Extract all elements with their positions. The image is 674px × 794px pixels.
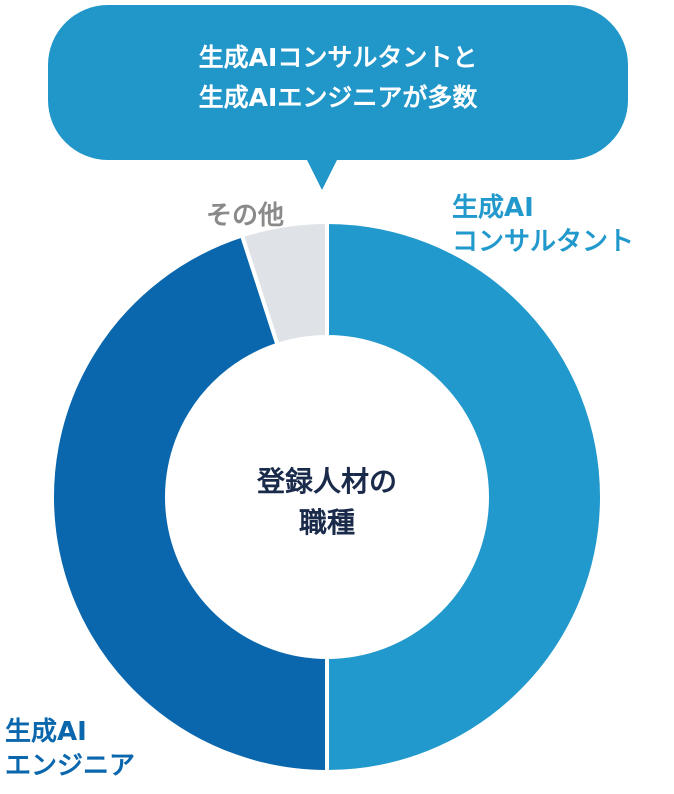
category-label: その他 (206, 201, 285, 231)
bubble-tail (306, 158, 338, 190)
donut-slice (50, 232, 329, 775)
category-label: 生成AI エンジニア (5, 717, 136, 781)
category-label: 生成AI コンサルタント (452, 193, 635, 257)
donut-slice (239, 219, 329, 348)
center-text: 登録人材の 職種 (256, 465, 397, 539)
speech-bubble (48, 5, 628, 160)
bubble-text: 生成AIコンサルタントと 生成AIエンジニアが多数 (198, 43, 478, 112)
donut-slice (325, 219, 604, 775)
